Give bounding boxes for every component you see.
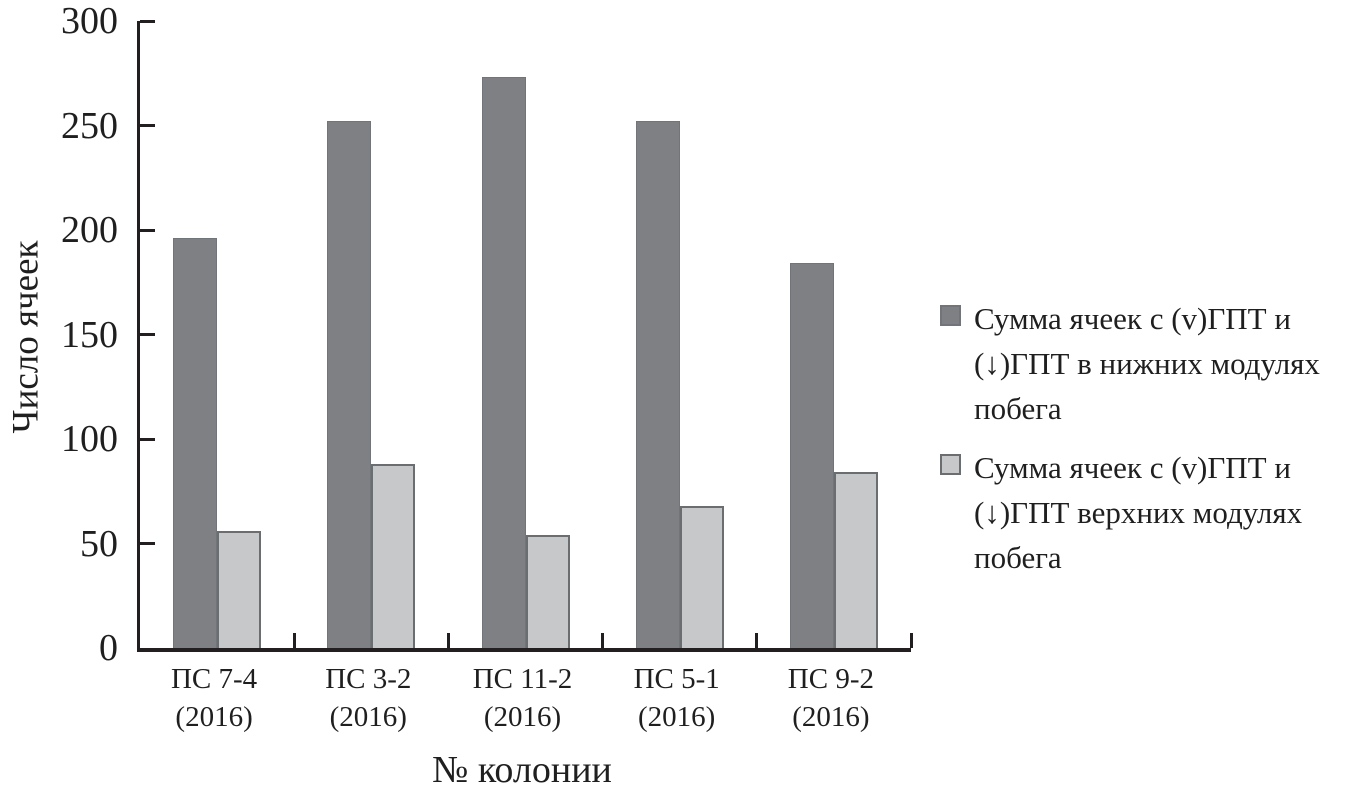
x-category-label: ПС 7-4 (2016) — [170, 663, 258, 733]
y-tick-label: 0 — [99, 627, 118, 669]
x-axis-tick — [446, 633, 450, 648]
y-tick-label: 100 — [61, 418, 118, 460]
bar-series2-4 — [679, 505, 724, 648]
x-category-label: ПС 5-1 (2016) — [633, 663, 720, 733]
bar-series2-1 — [217, 530, 262, 648]
legend-label-series2: Сумма ячеек с (v)ГПТ и (↓)ГПТ верхних мо… — [974, 450, 1303, 575]
y-tick-label: 150 — [61, 313, 118, 356]
bar-series1-2 — [327, 121, 372, 648]
x-axis-tick — [292, 633, 296, 648]
plot-area — [137, 19, 913, 652]
y-tick-label: 300 — [61, 0, 118, 42]
bar-series1-1 — [173, 238, 218, 648]
y-tick-label: 50 — [80, 522, 118, 565]
bar-series1-3 — [481, 77, 526, 648]
bar-series1-5 — [789, 263, 834, 648]
y-axis-tick — [140, 228, 155, 232]
legend-swatch-series1 — [940, 305, 961, 326]
y-tick-label: 250 — [61, 104, 118, 147]
legend: Сумма ячеек с (v)ГПТ и (↓)ГПТ в нижних м… — [940, 296, 1364, 594]
bar-series2-2 — [371, 464, 416, 648]
x-category-label: ПС 11-2 (2016) — [472, 663, 573, 733]
y-tick-label: 200 — [61, 209, 118, 251]
x-axis-tick — [601, 633, 605, 648]
x-axis-tick — [909, 633, 913, 648]
bar-series1-4 — [635, 121, 680, 648]
x-axis-title: № колонии — [432, 749, 612, 791]
legend-item-series1: Сумма ячеек с (v)ГПТ и (↓)ГПТ в нижних м… — [940, 296, 1364, 431]
x-axis-tick — [755, 633, 759, 648]
legend-swatch-series2 — [940, 454, 961, 475]
y-axis-tick — [140, 437, 155, 441]
y-axis-tick — [140, 19, 155, 23]
bar-series2-5 — [833, 472, 878, 648]
y-axis-tick — [140, 542, 155, 545]
bar-series2-3 — [525, 535, 570, 648]
y-axis-tick — [140, 124, 155, 127]
x-category-label: ПС 9-2 (2016) — [787, 663, 874, 733]
x-category-label: ПС 3-2 (2016) — [325, 663, 412, 733]
legend-item-series2: Сумма ячеек с (v)ГПТ и (↓)ГПТ верхних мо… — [940, 445, 1364, 580]
y-axis-tick — [140, 333, 155, 336]
legend-label-series1: Сумма ячеек с (v)ГПТ и (↓)ГПТ в нижних м… — [974, 301, 1320, 426]
